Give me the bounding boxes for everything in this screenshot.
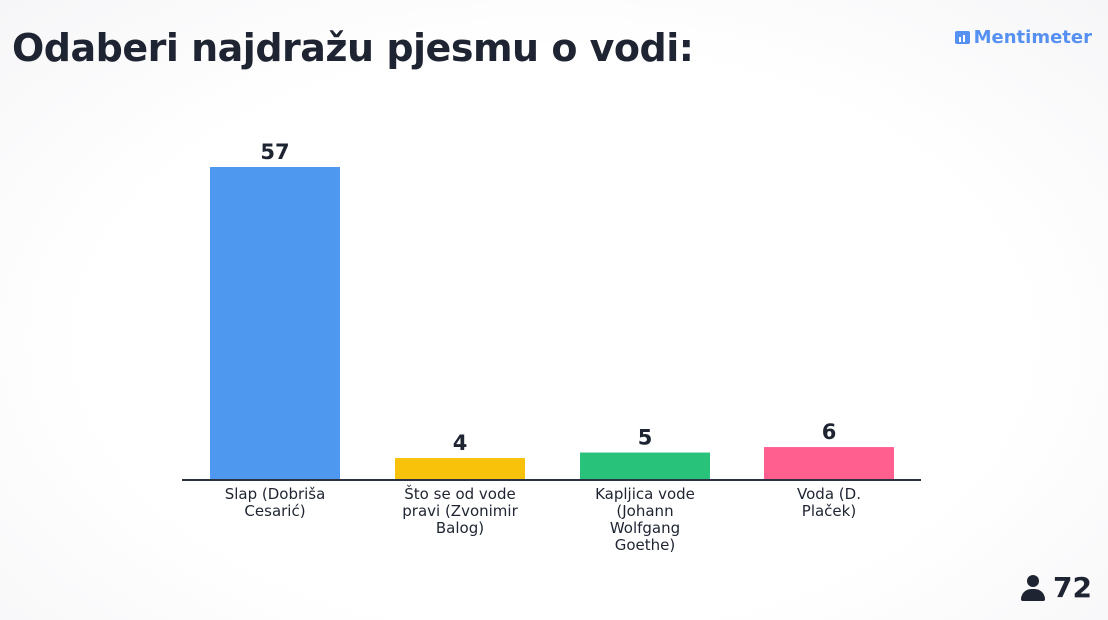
bar-value-label-4: 6 (822, 420, 837, 444)
bar-2 (395, 458, 525, 480)
bar-4 (764, 447, 894, 480)
bar-value-label-2: 4 (453, 431, 468, 455)
participant-count-value: 72 (1053, 571, 1092, 604)
bar-1 (210, 167, 340, 480)
participant-count: 72 (1021, 571, 1092, 604)
page-title: Odaberi najdražu pjesmu o vodi: (12, 26, 694, 70)
person-icon (1021, 574, 1046, 601)
category-label-1: Slap (Dobriša Cesarić) (225, 485, 326, 520)
bar-value-label-3: 5 (638, 426, 653, 450)
bar-3 (580, 452, 710, 480)
brand-name: Mentimeter (973, 27, 1092, 48)
brand-logo: Mentimeter (954, 27, 1092, 48)
category-label-3: Kapljica vode (Johann Wolfgang Goethe) (595, 485, 695, 554)
category-label-2: Što se od vode pravi (Zvonimir Balog) (402, 484, 518, 537)
bar-value-label-1: 57 (260, 140, 289, 164)
category-label-4: Voda (D. Plaček) (797, 485, 861, 520)
bar-chart-icon (954, 31, 970, 44)
